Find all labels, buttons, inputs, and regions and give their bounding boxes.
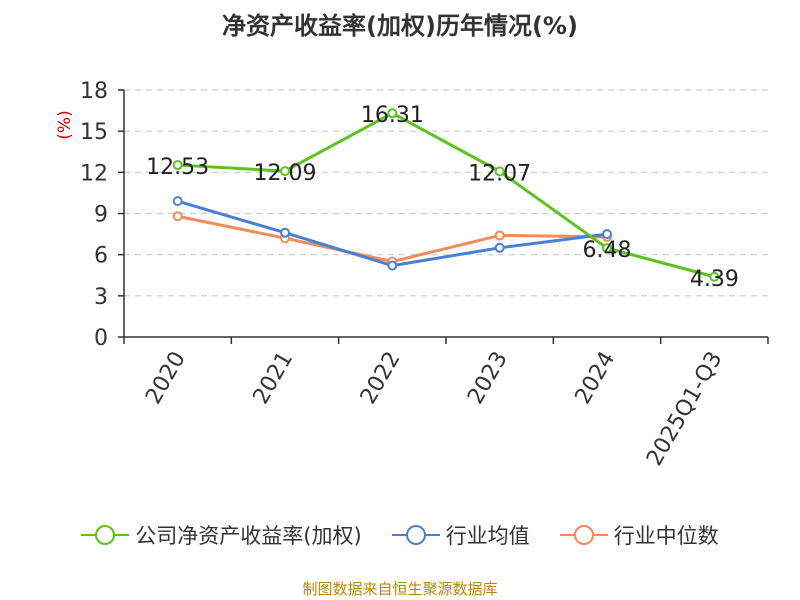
series-line xyxy=(177,111,715,279)
x-tick-label: 2024 xyxy=(571,348,621,409)
data-label: 12.53 xyxy=(146,155,209,180)
data-point xyxy=(709,271,720,282)
data-point xyxy=(172,160,183,171)
data-point xyxy=(387,108,398,119)
data-point xyxy=(387,260,398,271)
y-tick-label: 6 xyxy=(94,244,108,269)
data-point xyxy=(602,229,612,240)
legend-item-company[interactable]: 公司净资产收益率(加权) xyxy=(81,520,362,550)
y-tick-label: 18 xyxy=(80,79,108,104)
x-tick-label: 2021 xyxy=(249,348,299,409)
data-label: 6.48 xyxy=(583,238,632,263)
data-label: 12.09 xyxy=(254,161,317,186)
x-tick-label: 2023 xyxy=(463,347,513,408)
y-tick-label: 3 xyxy=(94,285,108,310)
legend-item-industry-mean[interactable]: 行业均值 xyxy=(391,520,530,550)
legend: 公司净资产收益率(加权) 行业均值 行业中位数 xyxy=(0,520,800,550)
data-point xyxy=(494,166,505,177)
x-tick-label: 2022 xyxy=(356,348,406,409)
series-layer xyxy=(172,108,720,282)
legend-label-company: 公司净资产收益率(加权) xyxy=(135,524,362,548)
grid-layer xyxy=(124,89,768,297)
label-layer: 12.53 12.09 16.31 12.07 6.48 4.39 xyxy=(146,103,739,292)
data-point xyxy=(172,211,183,222)
data-label: 16.31 xyxy=(361,103,424,128)
legend-swatch-industry-mean xyxy=(391,525,440,545)
axis-layer: 0 3 6 9 12 15 18(%) 2020 2021 2022 2023 2024 2025Q1-… xyxy=(55,79,769,471)
data-point xyxy=(172,196,183,207)
y-axis-title: (%) xyxy=(55,110,75,139)
data-point xyxy=(494,230,505,241)
source-note: 制图数据来自恒生聚源数据库 xyxy=(302,580,498,598)
legend-swatch-company xyxy=(81,525,130,545)
data-label: 12.07 xyxy=(468,161,531,186)
y-tick-label: 9 xyxy=(94,203,108,228)
y-tick-label: 15 xyxy=(80,120,108,145)
legend-item-industry-median[interactable]: 行业中位数 xyxy=(559,520,719,550)
data-point xyxy=(494,242,505,253)
chart-title: 净资产收益率(加权)历年情况(%) xyxy=(222,12,578,40)
x-tick-label: 2020 xyxy=(141,348,191,409)
series-line xyxy=(177,199,608,268)
data-label: 4.39 xyxy=(690,267,739,292)
data-point xyxy=(280,166,290,177)
x-tick-label: 2025Q1-Q3 xyxy=(642,348,727,471)
legend-label-industry-mean: 行业均值 xyxy=(445,524,530,548)
legend-label-industry-median: 行业中位数 xyxy=(613,524,719,548)
legend-swatch-industry-median xyxy=(559,525,608,545)
data-point xyxy=(602,243,612,254)
y-tick-label: 12 xyxy=(80,161,108,186)
data-point xyxy=(280,227,290,238)
y-tick-label: 0 xyxy=(94,326,108,351)
